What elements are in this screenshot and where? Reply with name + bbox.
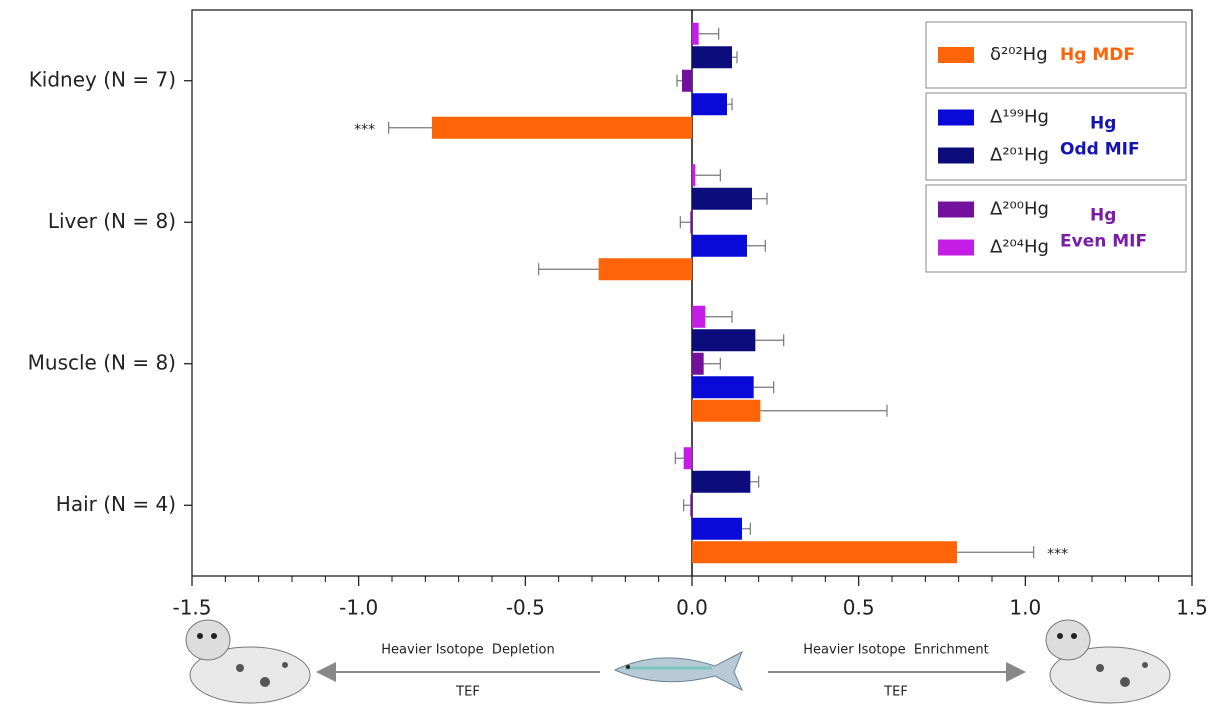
x-tick-label: 1.5	[1176, 596, 1208, 620]
legend-box	[926, 93, 1186, 180]
legend-label: Δ²⁰⁴Hg	[990, 237, 1049, 258]
seal-right	[1046, 620, 1170, 703]
x-tick-label: -1.0	[339, 596, 378, 620]
bar	[690, 494, 692, 516]
legend-group-label: Odd MIF	[1060, 140, 1140, 160]
legend-group-label: Hg MDF	[1060, 45, 1135, 65]
bar	[692, 93, 727, 115]
y-tick-label: Muscle (N = 8)	[28, 350, 176, 374]
bar	[692, 329, 755, 351]
significance-label: ***	[1047, 546, 1068, 562]
bar	[432, 117, 692, 139]
bar	[684, 447, 692, 469]
legend-swatch	[938, 148, 974, 164]
y-tick-label: Liver (N = 8)	[48, 209, 176, 233]
legend-label: Δ²⁰⁰Hg	[990, 199, 1049, 220]
legend-swatch	[938, 240, 974, 256]
bar	[682, 70, 692, 92]
legend-group-label: Even MIF	[1060, 232, 1147, 252]
legend-swatch	[938, 47, 974, 63]
bar	[692, 376, 754, 398]
legend-label: δ²⁰²Hg	[990, 44, 1048, 65]
x-tick-label: -0.5	[506, 596, 545, 620]
y-tick-label: Hair (N = 4)	[56, 492, 176, 516]
bar	[692, 23, 699, 45]
bar	[690, 211, 692, 233]
chart: -1.5 -1.0 -0.5 0.0 0.5 1.0 1.5 Kidney (N = 7) Li…	[0, 0, 1216, 716]
seal-left	[186, 620, 310, 703]
bar	[692, 541, 957, 563]
fish	[615, 652, 742, 690]
x-tick-label: 0.5	[843, 596, 875, 620]
bar	[692, 46, 732, 68]
arrow-sublabel: TEF	[455, 685, 480, 700]
bar	[599, 258, 692, 280]
x-tick-label: 1.0	[1009, 596, 1041, 620]
significance-label: ***	[354, 122, 375, 138]
legend-label: Δ²⁰¹Hg	[990, 145, 1049, 166]
bar	[692, 518, 742, 540]
legend-group-label: Hg	[1090, 114, 1116, 134]
arrow-label: Heavier Isotope Depletion	[381, 643, 554, 658]
bar	[692, 188, 752, 210]
arrow-label: Heavier Isotope Enrichment	[803, 643, 988, 658]
legend-swatch	[938, 110, 974, 126]
legend-swatch	[938, 202, 974, 218]
arrow-sublabel: TEF	[883, 685, 908, 700]
bar	[692, 471, 750, 493]
bar	[692, 353, 704, 375]
legend-label: Δ¹⁹⁹Hg	[990, 107, 1049, 128]
bar	[692, 306, 705, 328]
x-tick-label: -1.5	[172, 596, 211, 620]
bar	[692, 164, 695, 186]
y-tick-label: Kidney (N = 7)	[29, 67, 176, 91]
bar	[692, 400, 760, 422]
bar	[692, 235, 747, 257]
legend-group-label: Hg	[1090, 206, 1116, 226]
legend-box	[926, 185, 1186, 272]
x-tick-label: 0.0	[676, 596, 708, 620]
